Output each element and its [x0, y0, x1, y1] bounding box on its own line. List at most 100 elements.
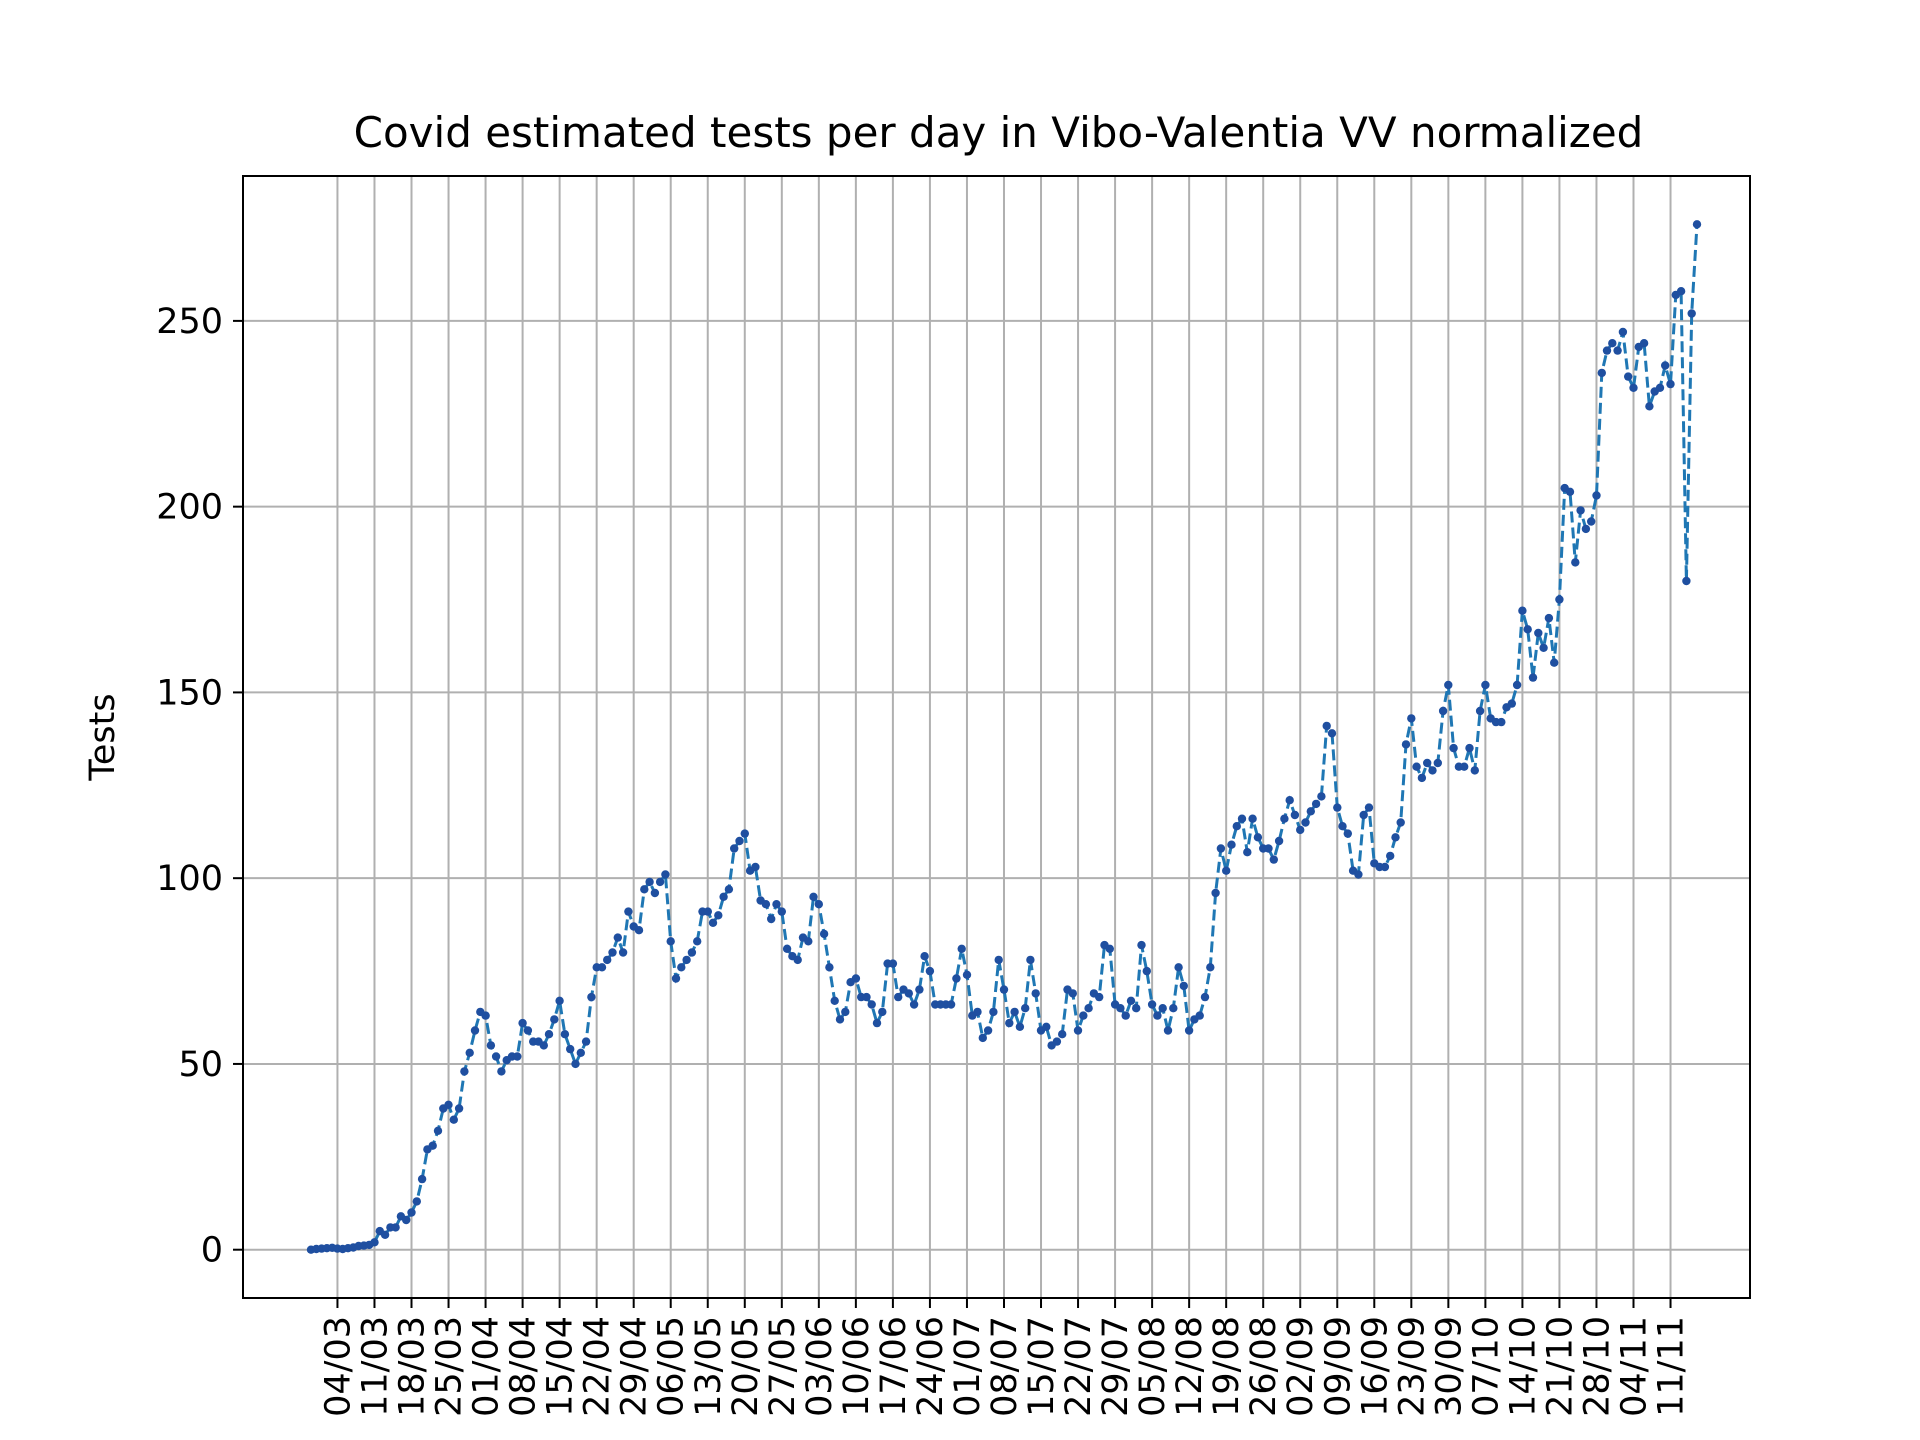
data-point: [1438, 706, 1448, 716]
data-point: [645, 877, 654, 887]
data-point: [693, 937, 702, 946]
data-point: [1417, 773, 1427, 783]
data-point: [1169, 1004, 1178, 1013]
data-point: [1322, 721, 1331, 731]
x-tick-label: 15/07: [1022, 1316, 1062, 1417]
data-point: [1020, 1004, 1030, 1013]
data-point: [1174, 963, 1183, 972]
x-tick-label: 29/07: [1096, 1316, 1136, 1417]
data-point: [1184, 1026, 1194, 1035]
data-point: [1629, 383, 1638, 392]
data-point: [772, 900, 781, 909]
data-point: [603, 955, 612, 965]
data-point: [894, 992, 903, 1002]
data-point: [751, 862, 760, 872]
data-point: [904, 989, 913, 998]
data-point: [513, 1052, 522, 1061]
data-point: [1105, 944, 1115, 953]
data-point: [1264, 844, 1273, 853]
y-tick-label: 200: [156, 488, 223, 528]
data-point: [994, 955, 1003, 965]
data-point: [1052, 1037, 1062, 1046]
data-point: [449, 1115, 458, 1124]
data-point: [412, 1197, 421, 1206]
data-point: [1068, 989, 1078, 998]
data-point: [761, 900, 771, 909]
data-point: [1539, 643, 1548, 652]
data-point: [1481, 680, 1490, 690]
x-tick-label: 10/06: [837, 1316, 877, 1417]
data-point: [1645, 402, 1654, 411]
x-tick-label: 11/11: [1652, 1316, 1692, 1417]
data-point: [1301, 818, 1310, 827]
data-point: [708, 918, 718, 927]
data-point: [1550, 658, 1559, 667]
data-point: [1142, 966, 1152, 976]
data-point: [613, 933, 622, 942]
data-point: [1576, 506, 1585, 515]
data-point: [417, 1174, 427, 1184]
data-point: [1026, 955, 1035, 965]
data-point: [793, 955, 802, 965]
data-point: [433, 1126, 443, 1136]
data-point: [983, 1026, 993, 1035]
data-point: [454, 1104, 464, 1113]
x-tick-label: 22/04: [578, 1316, 618, 1417]
data-point: [920, 952, 929, 961]
data-point: [1423, 758, 1432, 768]
x-tick-label: 15/04: [541, 1316, 581, 1417]
data-point: [1222, 866, 1231, 875]
x-tick-label: 18/03: [393, 1316, 433, 1417]
data-point: [1179, 981, 1189, 991]
data-point: [946, 1000, 956, 1009]
data-point: [576, 1048, 585, 1058]
data-point: [777, 907, 786, 916]
data-point: [581, 1037, 591, 1046]
y-tick-label: 0: [201, 1231, 223, 1271]
data-point: [1565, 487, 1575, 496]
data-point: [1676, 287, 1686, 296]
x-tick-label: 27/05: [763, 1316, 803, 1417]
x-tick-label: 25/03: [430, 1316, 470, 1417]
x-tick-label: 08/04: [504, 1316, 544, 1417]
data-point: [1137, 940, 1146, 950]
data-point: [671, 974, 681, 983]
x-axis-ticks: 04/0311/0318/0325/0301/0408/0415/0422/04…: [318, 1298, 1692, 1417]
data-point: [1555, 595, 1564, 604]
x-tick-label: 24/06: [911, 1316, 951, 1417]
data-point: [550, 1015, 559, 1024]
data-point: [1391, 833, 1400, 842]
data-point: [814, 900, 823, 909]
data-point: [650, 888, 660, 898]
data-point: [978, 1033, 987, 1043]
data-point: [640, 885, 649, 894]
data-point: [1460, 762, 1469, 771]
data-point: [1687, 309, 1696, 318]
x-tick-label: 04/11: [1615, 1316, 1655, 1417]
data-point: [719, 892, 728, 901]
data-point: [767, 914, 776, 924]
data-point: [1507, 699, 1517, 708]
data-point: [491, 1052, 501, 1061]
data-point: [1306, 807, 1316, 816]
x-tick-label: 19/08: [1207, 1316, 1247, 1417]
data-point: [444, 1100, 453, 1110]
data-point: [518, 1018, 527, 1028]
data-point: [380, 1230, 390, 1240]
data-point: [566, 1044, 575, 1054]
data-point: [597, 963, 607, 972]
x-tick-label: 29/04: [615, 1316, 655, 1417]
data-point: [1655, 383, 1665, 392]
x-tick-label: 07/10: [1466, 1316, 1506, 1417]
data-point: [724, 885, 734, 894]
data-point: [1465, 743, 1474, 753]
series-markers: [306, 220, 1702, 1254]
data-point: [1666, 379, 1675, 389]
data-point: [1544, 613, 1554, 623]
data-point: [1528, 673, 1538, 682]
data-point: [428, 1141, 437, 1150]
data-point: [1095, 992, 1104, 1002]
data-point: [1274, 836, 1284, 846]
plot-area-frame: [242, 175, 1751, 1299]
data-point: [1444, 680, 1453, 690]
